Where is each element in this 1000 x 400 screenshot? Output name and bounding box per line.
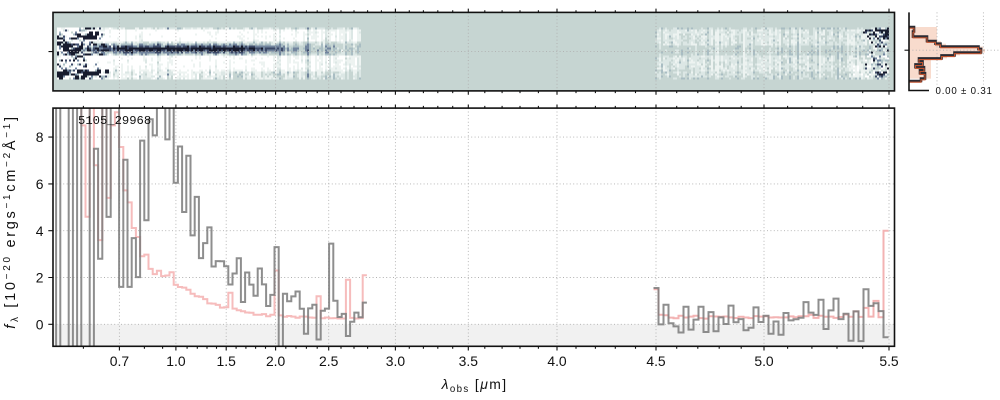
svg-text:fλ [10−20 ergs−1cm−2Å−1]: fλ [10−20 ergs−1cm−2Å−1] bbox=[2, 114, 21, 329]
svg-text:3.0: 3.0 bbox=[386, 353, 406, 369]
svg-text:λobs [μm]: λobs [μm] bbox=[441, 376, 508, 395]
svg-text:0.7: 0.7 bbox=[110, 353, 130, 369]
svg-text:4.0: 4.0 bbox=[547, 353, 567, 369]
svg-text:0.00 ± 0.31: 0.00 ± 0.31 bbox=[936, 86, 993, 97]
svg-text:1.5: 1.5 bbox=[217, 353, 237, 369]
svg-text:4.5: 4.5 bbox=[646, 353, 666, 369]
svg-text:0: 0 bbox=[36, 316, 44, 332]
svg-text:5105_29968: 5105_29968 bbox=[78, 114, 151, 128]
svg-text:5.5: 5.5 bbox=[879, 353, 899, 369]
svg-text:3.5: 3.5 bbox=[459, 353, 479, 369]
svg-text:2.5: 2.5 bbox=[319, 353, 339, 369]
svg-text:6: 6 bbox=[36, 176, 44, 192]
svg-text:1.0: 1.0 bbox=[166, 353, 186, 369]
svg-text:8: 8 bbox=[36, 129, 44, 145]
svg-text:2.0: 2.0 bbox=[266, 353, 286, 369]
svg-text:2: 2 bbox=[36, 270, 44, 286]
svg-text:4: 4 bbox=[36, 223, 44, 239]
svg-text:5.0: 5.0 bbox=[754, 353, 774, 369]
